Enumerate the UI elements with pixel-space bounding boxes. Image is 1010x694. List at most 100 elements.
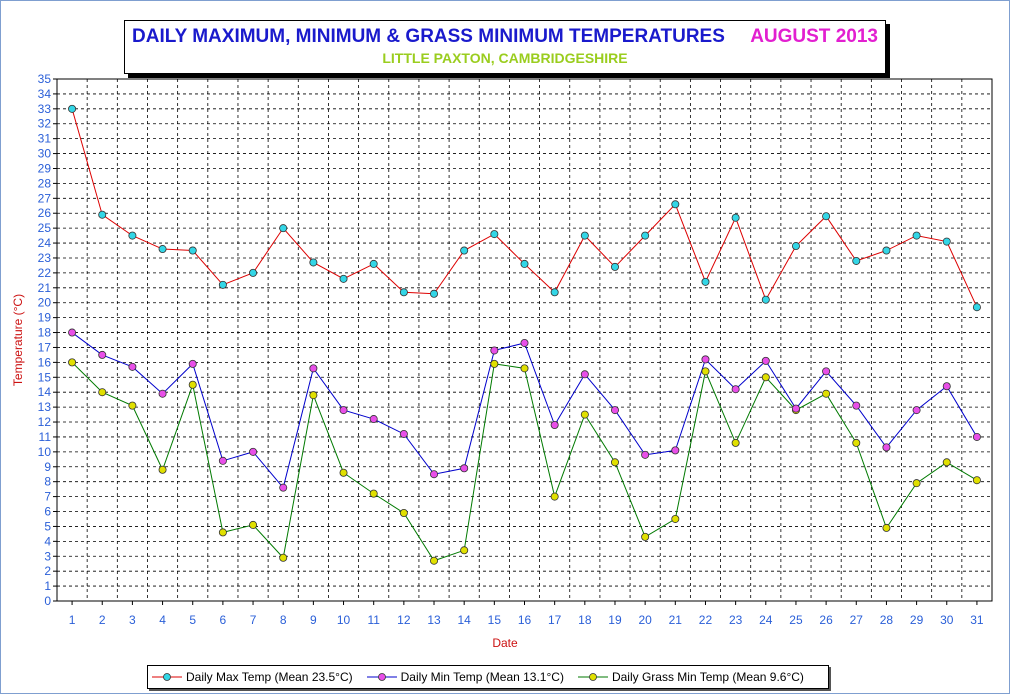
x-tick-label: 9 [310, 613, 317, 627]
data-point-max [822, 212, 831, 221]
y-tick-label: 3 [44, 549, 51, 563]
data-point-min [279, 483, 288, 492]
x-tick-label: 24 [759, 613, 773, 627]
y-tick-label: 31 [38, 132, 52, 146]
data-point-min [791, 404, 800, 413]
legend-item-max: Daily Max Temp (Mean 23.5°C) [152, 670, 353, 684]
y-tick-label: 1 [44, 579, 51, 593]
y-tick-label: 18 [38, 326, 52, 340]
y-tick-label: 35 [38, 72, 52, 86]
x-tick-label: 14 [457, 613, 471, 627]
data-point-grass [882, 523, 891, 532]
data-point-min [218, 456, 227, 465]
legend: Daily Max Temp (Mean 23.5°C) Daily Min T… [147, 665, 829, 689]
data-point-grass [128, 401, 137, 410]
legend-grass-swatch [577, 673, 608, 681]
x-tick-label: 31 [970, 613, 984, 627]
x-tick-label: 30 [940, 613, 954, 627]
data-point-grass [188, 380, 197, 389]
chart-title: DAILY MAXIMUM, MINIMUM & GRASS MINIMUM T… [132, 26, 725, 47]
x-tick-label: 28 [880, 613, 894, 627]
data-point-min [852, 401, 861, 410]
y-tick-label: 2 [44, 564, 51, 578]
legend-label-max: Daily Max Temp (Mean 23.5°C) [186, 670, 353, 684]
data-point-min [701, 355, 710, 364]
y-tick-label: 15 [38, 370, 52, 384]
data-point-max [68, 104, 77, 113]
data-point-grass [731, 438, 740, 447]
y-tick-label: 34 [38, 87, 52, 101]
data-point-min [641, 450, 650, 459]
data-point-min [822, 367, 831, 376]
data-point-grass [972, 476, 981, 485]
x-tick-label: 18 [578, 613, 592, 627]
y-tick-label: 7 [44, 490, 51, 504]
y-tick-label: 6 [44, 505, 51, 519]
data-point-grass [852, 438, 861, 447]
legend-min-swatch [366, 673, 397, 681]
y-tick-label: 27 [38, 191, 52, 205]
y-tick-label: 9 [44, 460, 51, 474]
data-point-min [249, 447, 258, 456]
y-tick-label: 5 [44, 519, 51, 533]
data-point-min [972, 432, 981, 441]
y-tick-label: 23 [38, 251, 52, 265]
x-tick-label: 8 [280, 613, 287, 627]
chart-subtitle: LITTLE PAXTON, CAMBRIDGESHIRE [382, 50, 628, 66]
data-point-min [580, 370, 589, 379]
x-tick-label: 29 [910, 613, 924, 627]
x-tick-label: 27 [850, 613, 864, 627]
data-point-grass [580, 410, 589, 419]
data-point-max [98, 210, 107, 219]
data-point-min [490, 346, 499, 355]
data-point-max [912, 231, 921, 240]
data-point-max [610, 262, 619, 271]
data-point-grass [98, 388, 107, 397]
x-tick-label: 22 [699, 613, 713, 627]
data-point-grass [399, 509, 408, 518]
legend-label-min: Daily Min Temp (Mean 13.1°C) [400, 670, 564, 684]
data-point-min [761, 356, 770, 365]
data-point-min [128, 362, 137, 371]
data-point-min [68, 328, 77, 337]
data-point-max [520, 259, 529, 268]
x-tick-label: 1 [69, 613, 76, 627]
data-point-grass [641, 532, 650, 541]
y-tick-label: 26 [38, 206, 52, 220]
data-point-grass [822, 389, 831, 398]
data-point-min [520, 338, 529, 347]
data-point-max [882, 246, 891, 255]
x-tick-label: 3 [129, 613, 136, 627]
x-tick-label: 5 [189, 613, 196, 627]
legend-item-grass: Daily Grass Min Temp (Mean 9.6°C) [577, 670, 804, 684]
data-point-max [580, 231, 589, 240]
data-point-min [882, 443, 891, 452]
y-tick-label: 32 [38, 117, 52, 131]
data-point-grass [218, 528, 227, 537]
x-tick-label: 11 [367, 613, 380, 627]
data-point-min [399, 429, 408, 438]
data-point-max [309, 258, 318, 267]
data-point-max [761, 295, 770, 304]
data-point-max [731, 213, 740, 222]
data-point-grass [430, 556, 439, 565]
data-point-max [158, 245, 167, 254]
data-point-grass [309, 391, 318, 400]
data-point-max [399, 288, 408, 297]
data-point-min [158, 389, 167, 398]
data-point-max [671, 200, 680, 209]
x-tick-label: 7 [250, 613, 257, 627]
data-point-min [188, 359, 197, 368]
data-point-grass [761, 373, 770, 382]
y-axis-label: Temperature (°C) [11, 293, 25, 387]
data-point-grass [339, 468, 348, 477]
chart-date: AUGUST 2013 [750, 26, 878, 47]
data-point-grass [912, 479, 921, 488]
legend-max-swatch [152, 673, 182, 681]
x-tick-label: 13 [427, 613, 441, 627]
data-point-max [490, 230, 499, 239]
data-point-min [339, 406, 348, 415]
y-tick-label: 17 [38, 340, 52, 354]
data-point-grass [550, 492, 559, 501]
x-tick-label: 15 [488, 613, 502, 627]
